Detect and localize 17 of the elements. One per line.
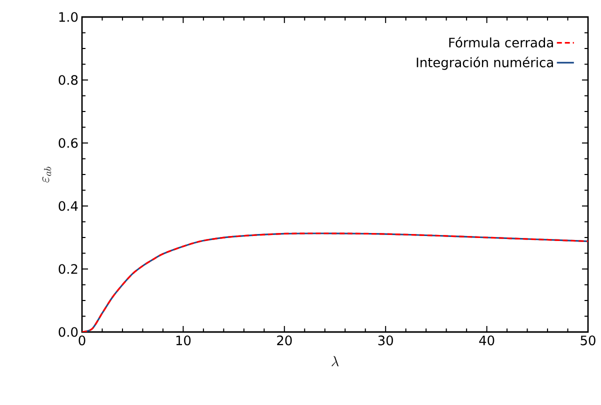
x-tick-label: 40 [479,336,494,346]
x-tick-label: 10 [176,336,191,346]
line-series [82,232,588,332]
x-axis-title: $\lambda$ [332,356,339,366]
y-tick-label: 0.6 [58,138,78,148]
x-tick-label: 30 [378,336,393,346]
legend-label: Fórmula cerrada [449,36,553,48]
y-tick-label: 0.2 [58,264,78,274]
x-tick-label: 0 [78,336,86,346]
y-tick-label: 1.0 [59,12,78,22]
legend-label: Integración numérica [416,56,553,70]
y-tick-label: 0.0 [58,327,78,337]
y-tick-label: 0.4 [58,201,78,211]
x-tick-label: 50 [580,336,596,346]
y-tick-label: 0.8 [58,75,78,85]
y-axis-title: $\varepsilon_{ab}$ [42,166,52,182]
x-tick-label: 20 [277,336,292,346]
